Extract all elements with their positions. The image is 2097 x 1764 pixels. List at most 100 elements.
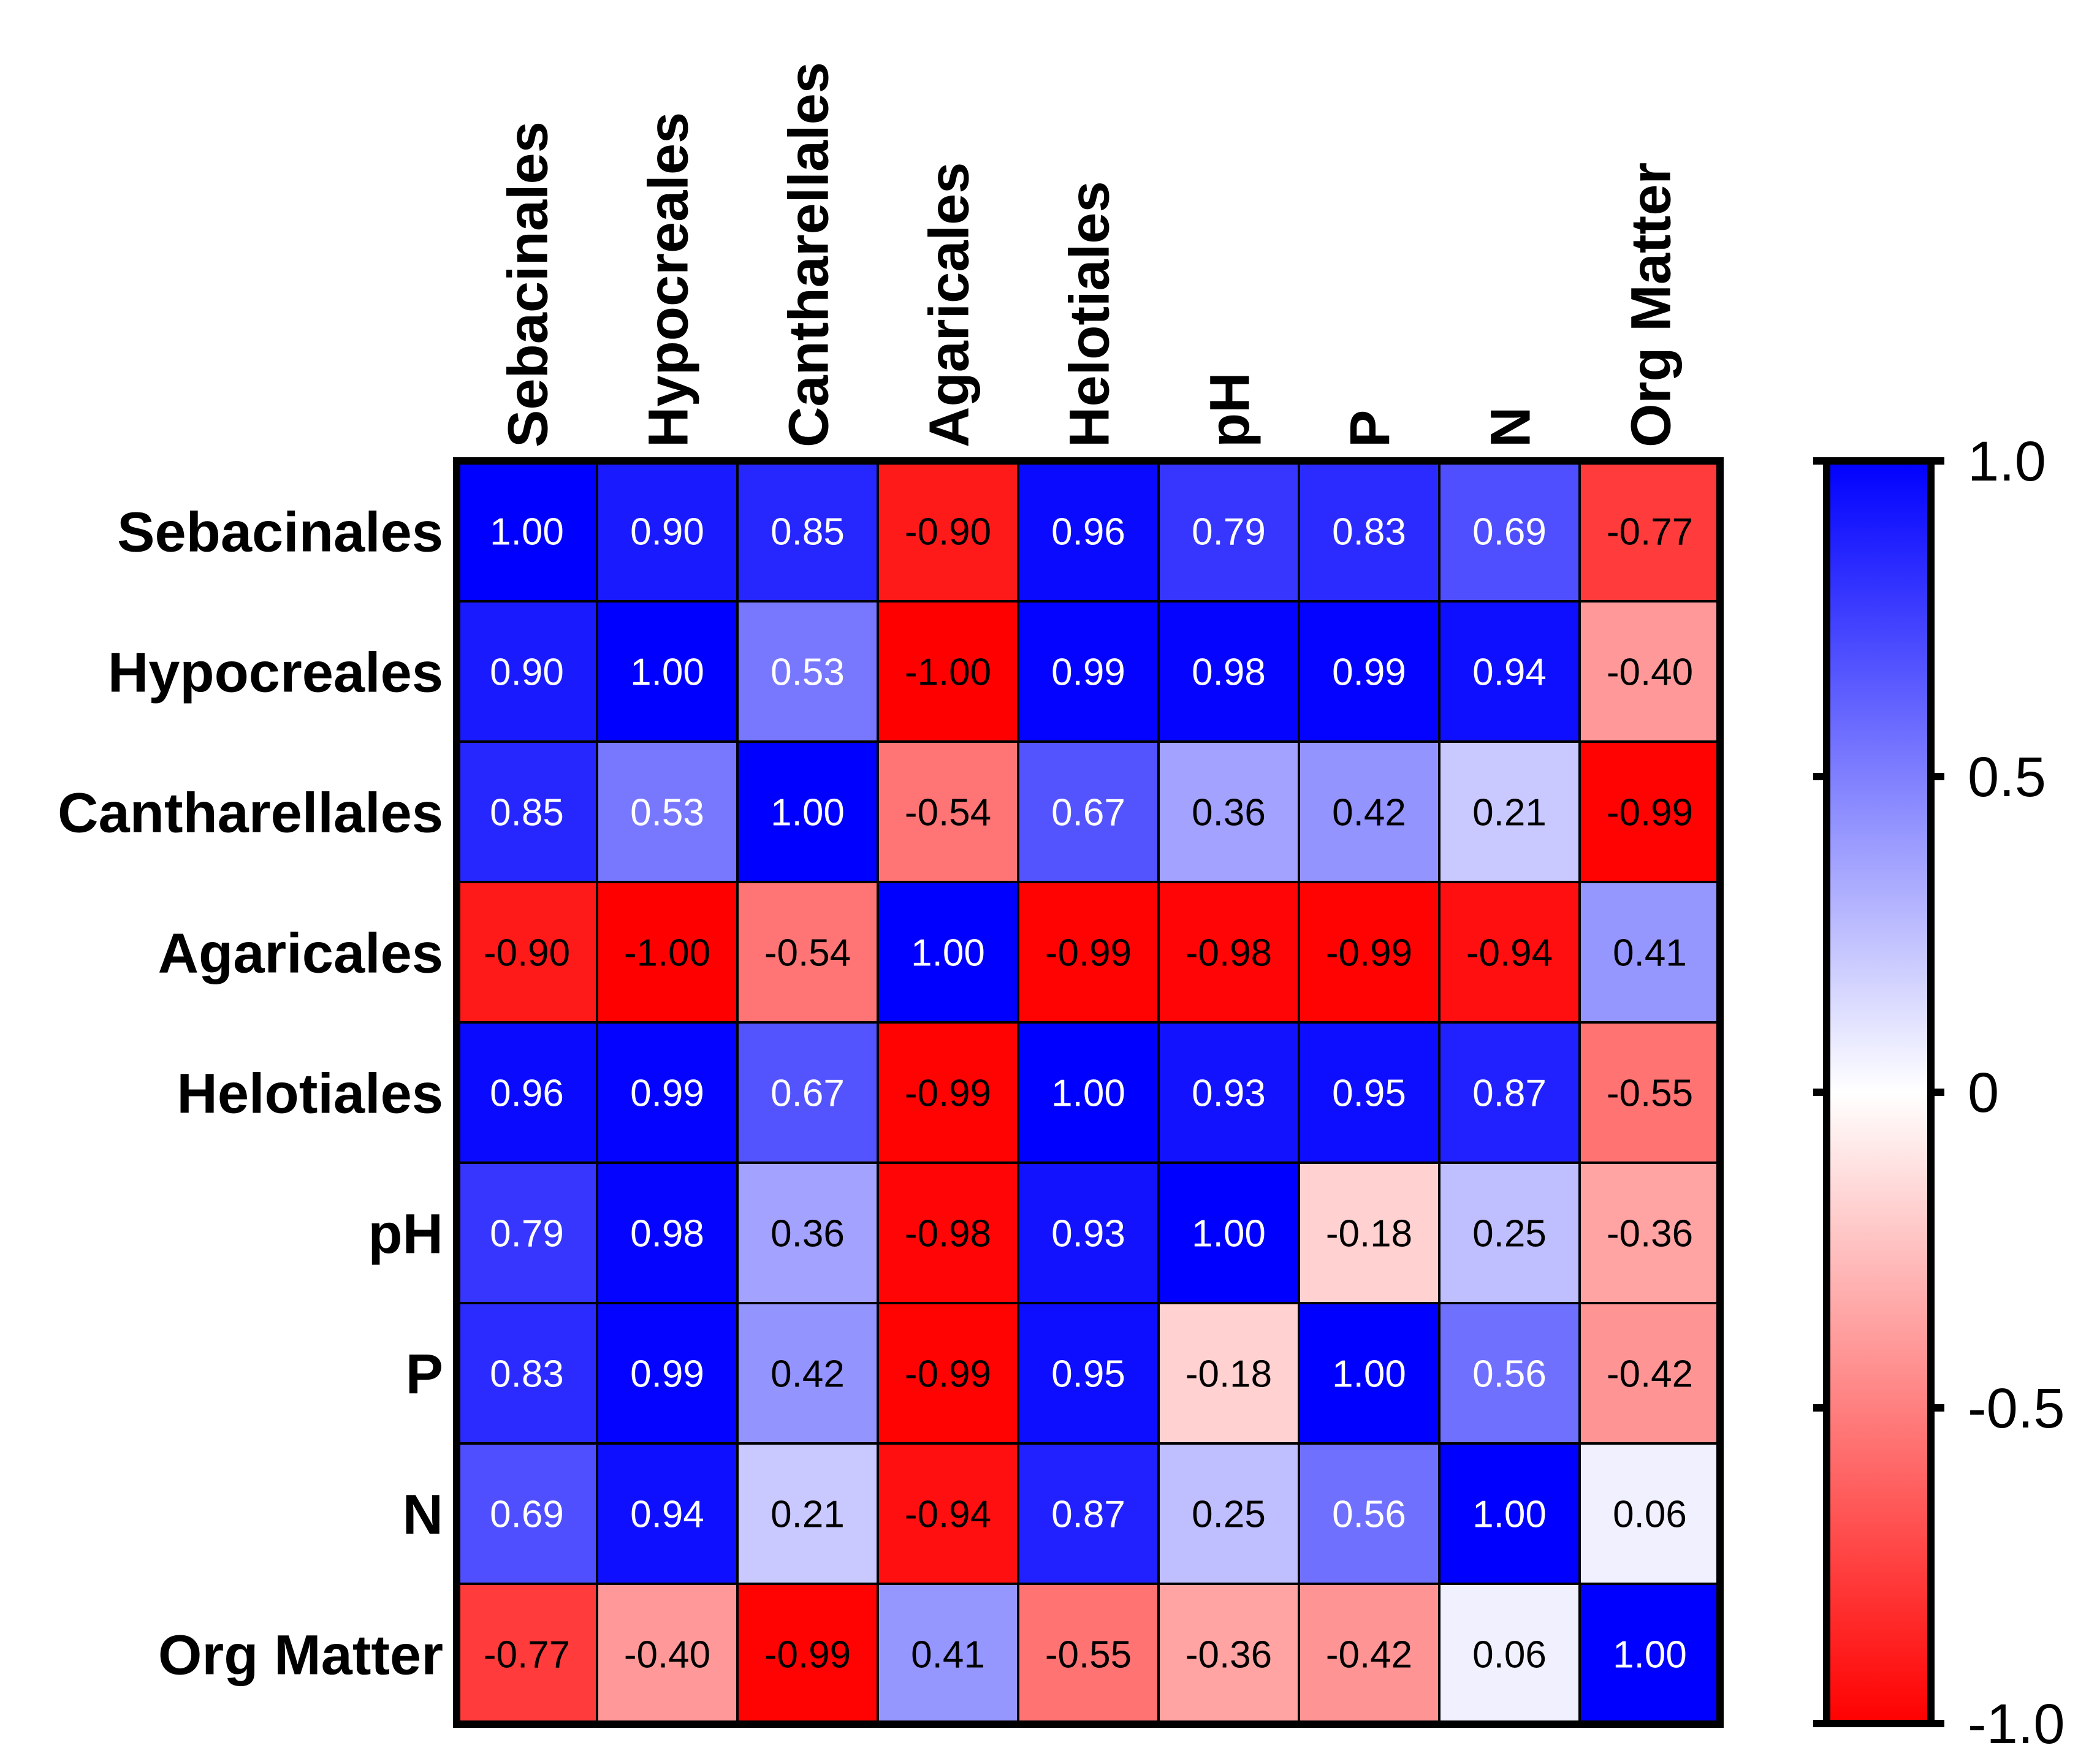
- cell-value-label: 0.41: [911, 1634, 985, 1676]
- heatmap-border: [453, 457, 1724, 1728]
- cell-value-label: 0.67: [771, 1073, 845, 1115]
- heatmap-cell: [878, 1163, 1018, 1303]
- cell-value-label: -0.99: [1045, 932, 1132, 975]
- heatmap-cell: [878, 882, 1018, 1022]
- heatmap-cell: [1439, 742, 1580, 882]
- column-label: Sebacinales: [497, 121, 560, 447]
- cell-value-label: 1.00: [630, 652, 704, 694]
- heatmap-cell: [597, 1163, 737, 1303]
- heatmap-cell: [457, 1443, 597, 1584]
- heatmap-cell: [597, 601, 737, 742]
- heatmap-cell: [1580, 1584, 1720, 1724]
- heatmap-cell: [1299, 1303, 1439, 1443]
- heatmap-cell: [1299, 1022, 1439, 1163]
- heatmap-cell: [1159, 461, 1299, 601]
- heatmap-cell: [1018, 1022, 1159, 1163]
- cell-value-label: -0.94: [905, 1494, 991, 1536]
- row-labels: Sebacinales Hypocreales Cantharellales Agar…: [58, 501, 443, 1687]
- cell-value-label: -0.18: [1326, 1213, 1412, 1255]
- heatmap-cell: [1580, 882, 1720, 1022]
- heatmap-cell: [1018, 601, 1159, 742]
- heatmap-cell: [457, 1022, 597, 1163]
- heatmap-cell: [597, 461, 737, 601]
- cell-value-label: 0.99: [1332, 652, 1406, 694]
- cell-value-label: 1.00: [1472, 1494, 1547, 1536]
- cell-value-label: -0.40: [1607, 652, 1693, 694]
- cell-value-label: -0.42: [1326, 1634, 1412, 1676]
- column-label: N: [1480, 407, 1542, 447]
- cell-value-label: 0.06: [1613, 1494, 1687, 1536]
- heatmap-cell: [878, 1443, 1018, 1584]
- cell-value-label: 0.94: [630, 1494, 704, 1536]
- heatmap-cell: [878, 601, 1018, 742]
- row-label: Cantharellales: [58, 782, 443, 845]
- heatmap-cell: [878, 1303, 1018, 1443]
- cell-value-label: 0.36: [771, 1213, 845, 1255]
- cell-value-label: 0.83: [490, 1353, 564, 1396]
- colorbar-tick-label: 0.5: [1968, 746, 2046, 808]
- heatmap-cell: [597, 1303, 737, 1443]
- heatmap-cell: [1299, 1443, 1439, 1584]
- cell-value-label: 0.85: [490, 792, 564, 834]
- cell-value-label: 0.96: [1051, 511, 1125, 553]
- heatmap-cell: [457, 1163, 597, 1303]
- heatmap-cell: [457, 461, 597, 601]
- cell-value-label: 0.96: [490, 1073, 564, 1115]
- cell-value-label: 1.00: [911, 932, 985, 975]
- cell-value-label: 0.90: [490, 652, 564, 694]
- cell-value-label: -1.00: [624, 932, 710, 975]
- heatmap-cell: [1439, 1303, 1580, 1443]
- heatmap-cell: [1439, 601, 1580, 742]
- heatmap-cell: [737, 1303, 878, 1443]
- cell-value-label: -0.90: [905, 511, 991, 553]
- heatmap-cell: [1580, 742, 1720, 882]
- heatmap-cell: [1159, 882, 1299, 1022]
- heatmap-cell: [1439, 1163, 1580, 1303]
- heatmap-cell: [1018, 882, 1159, 1022]
- heatmap-cell: [1018, 1443, 1159, 1584]
- cell-value-label: -0.36: [1607, 1213, 1693, 1255]
- cell-value-label: -0.55: [1045, 1634, 1132, 1676]
- cell-value-label: 0.98: [1192, 652, 1266, 694]
- cell-value-label: 0.87: [1051, 1494, 1125, 1536]
- cell-value-label: 0.79: [490, 1213, 564, 1255]
- cell-value-label: 0.99: [1051, 652, 1125, 694]
- cell-value-label: -0.99: [905, 1353, 991, 1396]
- heatmap-cell: [1159, 1443, 1299, 1584]
- heatmap-cell: [1159, 742, 1299, 882]
- heatmap-cell: [1159, 601, 1299, 742]
- heatmap-cell: [1018, 461, 1159, 601]
- cell-value-label: 0.21: [771, 1494, 845, 1536]
- cell-value-label: -0.40: [624, 1634, 710, 1676]
- cell-value-label: 0.25: [1472, 1213, 1547, 1255]
- heatmap-cell: [737, 1163, 878, 1303]
- cell-value-label: -0.36: [1186, 1634, 1272, 1676]
- heatmap-cell: [1439, 1584, 1580, 1724]
- cell-value-label: 0.93: [1192, 1073, 1266, 1115]
- cell-value-label: 0.36: [1192, 792, 1266, 834]
- heatmap-cell: [1159, 1022, 1299, 1163]
- heatmap-cell: [737, 1022, 878, 1163]
- heatmap-cell: [737, 461, 878, 601]
- row-label: Sebacinales: [117, 501, 443, 564]
- cell-value-label: 0.79: [1192, 511, 1266, 553]
- heatmap-cell: [878, 1584, 1018, 1724]
- heatmap-cell: [1159, 1163, 1299, 1303]
- cell-value-label: 0.93: [1051, 1213, 1125, 1255]
- heatmap-cell: [1018, 1303, 1159, 1443]
- column-label: pH: [1199, 372, 1262, 447]
- row-label: pH: [368, 1203, 443, 1266]
- heatmap-cell: [1580, 461, 1720, 601]
- heatmap-cell: [457, 1303, 597, 1443]
- cell-value-label: 0.98: [630, 1213, 704, 1255]
- colorbar-tick-label: 0: [1968, 1062, 1999, 1124]
- cell-value-label: -1.00: [905, 652, 991, 694]
- cell-value-label: 0.42: [771, 1353, 845, 1396]
- cell-value-label: -0.99: [1326, 932, 1412, 975]
- heatmap-cell: [457, 742, 597, 882]
- cell-value-label: 1.00: [771, 792, 845, 834]
- cell-value-label: 0.25: [1192, 1494, 1266, 1536]
- heatmap-cell: [1299, 1163, 1439, 1303]
- colorbar-tick-label: -0.5: [1968, 1377, 2065, 1440]
- cell-value-label: 0.56: [1332, 1494, 1406, 1536]
